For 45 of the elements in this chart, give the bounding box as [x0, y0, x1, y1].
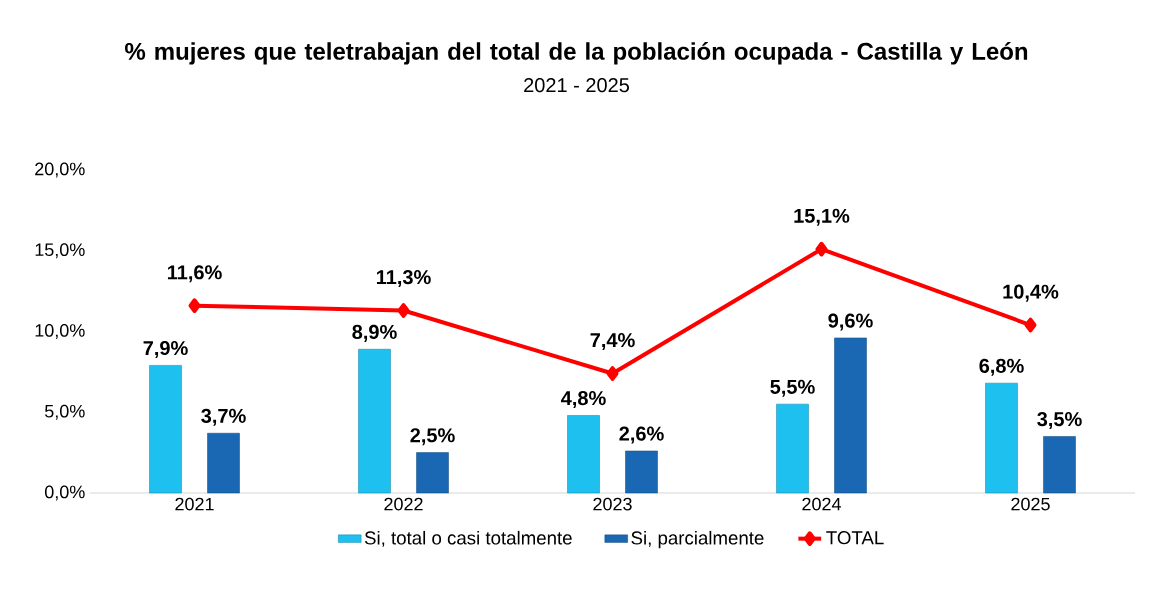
point: [188, 298, 201, 313]
bar: [567, 415, 600, 494]
bar: [985, 382, 1018, 494]
y-tick-label: 5,0%: [44, 404, 85, 420]
y-tick-label: 0,0%: [44, 485, 85, 501]
data-label: 15,1%: [794, 208, 850, 226]
data-label: 4,8%: [561, 391, 606, 409]
chart-subtitle: 2021 - 2025: [524, 78, 630, 93]
chart-title: % mujeres que teletrabajan del total de la población ocupada - Castilla y León: [125, 42, 1028, 65]
bar: [358, 348, 391, 494]
bar: [149, 365, 182, 494]
legend-label: Si, parcialmente: [631, 530, 764, 549]
y-tick-label: 15,0%: [35, 243, 85, 259]
legend-label: TOTAL: [826, 531, 884, 545]
y-tick-label: 10,0%: [35, 324, 85, 339]
point: [606, 366, 619, 381]
bar: [416, 452, 449, 494]
data-label: 5,5%: [770, 379, 815, 397]
data-label: 2,5%: [410, 428, 455, 446]
legend-label: Si, total o casi totalmente: [364, 530, 572, 547]
data-label: 11,3%: [376, 270, 431, 288]
y-tick-label: 20,0%: [35, 162, 85, 178]
point: [397, 303, 410, 318]
x-tick-label: 2022: [384, 497, 423, 511]
data-label: 3,5%: [1037, 412, 1082, 430]
data-label: 3,7%: [201, 408, 246, 426]
point: [1024, 317, 1037, 333]
bar: [834, 337, 867, 494]
data-label: 9,6%: [828, 313, 873, 331]
data-label: 10,4%: [1003, 284, 1059, 302]
x-tick-label: 2024: [802, 497, 841, 511]
bar: [1043, 436, 1076, 494]
bar: [207, 432, 240, 494]
x-tick-label: 2021: [175, 497, 214, 511]
data-label: 11,6%: [167, 265, 222, 283]
data-label: 7,9%: [143, 340, 188, 359]
x-tick-label: 2025: [1011, 497, 1050, 511]
data-label: 8,9%: [352, 324, 397, 342]
bar: [776, 403, 809, 494]
data-label: 7,4%: [590, 333, 635, 351]
bar: [625, 450, 658, 494]
point: [815, 241, 828, 257]
data-label: 6,8%: [979, 358, 1024, 376]
data-label: 2,6%: [619, 426, 664, 444]
x-tick-label: 2023: [593, 497, 632, 511]
